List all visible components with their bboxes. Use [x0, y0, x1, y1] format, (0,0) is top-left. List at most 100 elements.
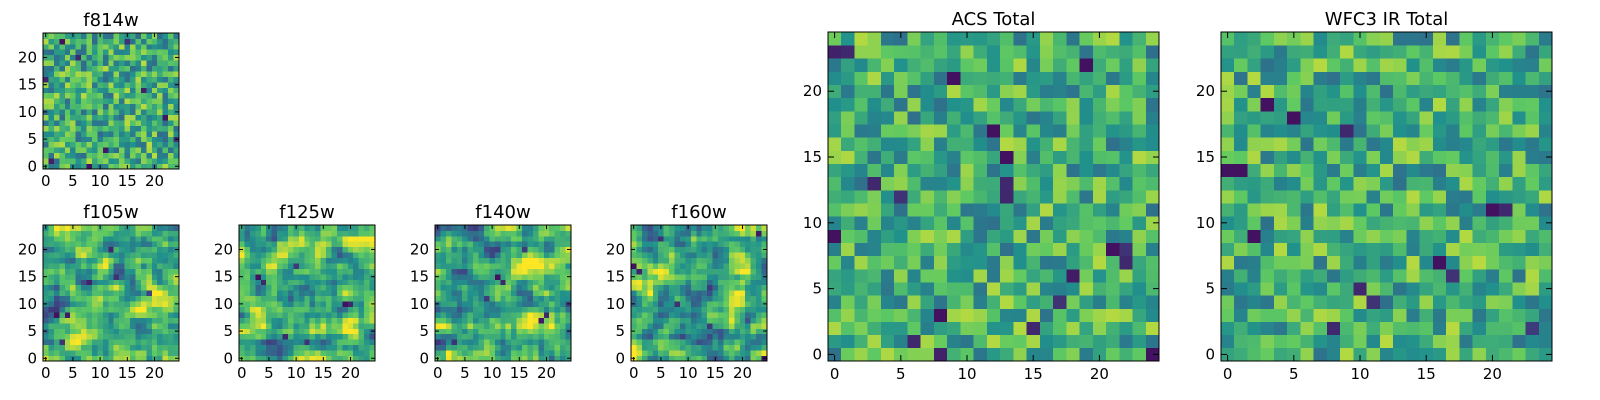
heatmap-cell — [266, 312, 273, 318]
heatmap-cell — [70, 141, 77, 148]
heatmap-cell — [320, 241, 327, 248]
heatmap-cell — [462, 246, 469, 253]
heatmap-cell — [113, 152, 120, 159]
heatmap-cell — [157, 252, 164, 259]
heatmap-cell — [239, 257, 245, 264]
heatmap-cell — [828, 268, 842, 283]
heatmap-cell — [1472, 347, 1487, 362]
heatmap-cell — [841, 124, 855, 138]
heatmap-cell — [1459, 282, 1473, 296]
heatmap-cell — [130, 230, 136, 237]
heatmap-cell — [527, 339, 534, 346]
heatmap-cell — [239, 290, 245, 297]
heatmap-cell — [48, 141, 55, 148]
heatmap-cell — [293, 268, 300, 275]
heatmap-cell — [86, 235, 93, 242]
heatmap-cell — [1053, 58, 1067, 72]
heatmap-cell — [1326, 255, 1341, 270]
heatmap-cell — [947, 229, 961, 243]
heatmap-cell — [1366, 32, 1381, 46]
heatmap-cell — [97, 54, 104, 61]
heatmap-cell — [1013, 45, 1027, 59]
heatmap-cell — [527, 306, 534, 313]
heatmap-cell — [135, 273, 142, 280]
heatmap-cell — [43, 284, 49, 291]
heatmap-cell — [81, 71, 87, 77]
y-tick-label: 5 — [27, 130, 37, 148]
heatmap-cell — [130, 33, 136, 39]
heatmap-cell — [505, 230, 512, 237]
heatmap-cell — [462, 290, 469, 297]
heatmap-cell — [59, 252, 66, 259]
heatmap-cell — [960, 282, 975, 296]
heatmap-cell — [522, 301, 528, 307]
heatmap-cell — [652, 279, 659, 286]
heatmap-cell — [157, 81, 164, 88]
heatmap-cell — [1013, 97, 1027, 112]
heatmap-cell — [1538, 295, 1553, 309]
heatmap-cell — [97, 252, 104, 259]
heatmap-cell — [560, 257, 566, 264]
heatmap-cell — [146, 279, 153, 286]
heatmap-cell — [1300, 84, 1315, 99]
heatmap-cell — [119, 43, 125, 50]
heatmap-cell — [369, 279, 376, 286]
heatmap-cell — [255, 328, 262, 335]
heatmap-cell — [59, 43, 66, 50]
heatmap-cell — [894, 97, 908, 112]
heatmap-cell — [298, 301, 305, 307]
heatmap-cell — [91, 322, 98, 329]
heatmap-cell — [1300, 295, 1315, 309]
heatmap-cell — [712, 263, 719, 269]
heatmap-cell — [59, 65, 66, 72]
heatmap-cell — [91, 317, 98, 324]
heatmap-cell — [565, 344, 572, 351]
heatmap-cell — [157, 301, 164, 307]
heatmap-cell — [641, 328, 648, 335]
heatmap-cell — [146, 322, 153, 329]
heatmap-cell — [462, 301, 469, 307]
heatmap-cell — [162, 295, 169, 302]
heatmap-cell — [244, 279, 251, 286]
heatmap-cell — [445, 328, 452, 335]
heatmap-cell — [947, 268, 961, 283]
heatmap-cell — [168, 152, 174, 159]
heatmap-cell — [64, 54, 71, 61]
heatmap-cell — [151, 290, 158, 297]
heatmap-cell — [867, 176, 882, 191]
heatmap-cell — [260, 263, 267, 269]
heatmap-cell — [707, 328, 713, 335]
heatmap-cell — [1247, 216, 1262, 230]
heatmap-cell — [1499, 84, 1513, 99]
heatmap-cell — [239, 295, 245, 302]
heatmap-cell — [287, 246, 294, 253]
heatmap-cell — [1393, 189, 1407, 204]
heatmap-cell — [960, 268, 975, 283]
heatmap-cell — [53, 38, 60, 45]
heatmap-cell — [451, 295, 458, 302]
heatmap-cell — [483, 301, 490, 307]
heatmap-cell — [298, 273, 305, 280]
heatmap-cell — [1366, 84, 1381, 99]
heatmap-cell — [59, 295, 66, 302]
heatmap-cell — [880, 347, 895, 362]
heatmap-cell — [1287, 189, 1301, 204]
heatmap-cell — [1340, 203, 1354, 217]
heatmap-cell — [1379, 163, 1394, 178]
heatmap-cell — [1406, 58, 1420, 72]
heatmap-cell — [130, 306, 136, 313]
heatmap-cell — [554, 263, 561, 269]
heatmap-cell — [1013, 110, 1027, 125]
heatmap-cell — [91, 263, 98, 269]
heatmap-cell — [266, 235, 273, 242]
heatmap-cell — [1313, 308, 1328, 322]
heatmap-cell — [696, 273, 703, 280]
heatmap-cell — [467, 252, 474, 259]
heatmap-cell — [947, 71, 961, 86]
heatmap-cell — [500, 317, 507, 324]
heatmap-cell — [1499, 229, 1513, 243]
heatmap-cells — [43, 33, 180, 170]
heatmap-cell — [1066, 97, 1080, 112]
heatmap-cell — [435, 312, 441, 318]
heatmap-cell — [489, 268, 496, 275]
